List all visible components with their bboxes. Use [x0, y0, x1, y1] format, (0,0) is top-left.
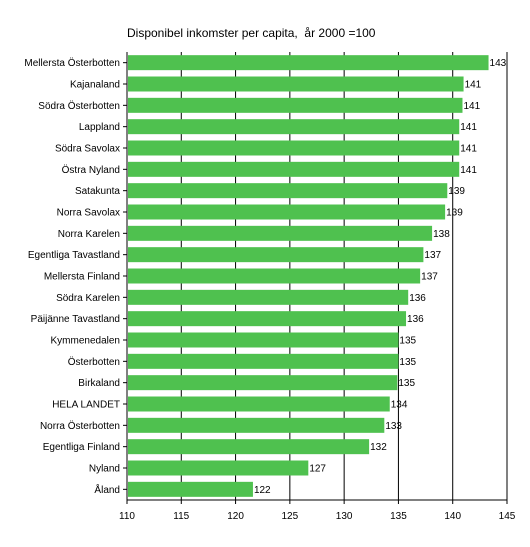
- category-label: Norra Österbotten: [40, 420, 120, 432]
- bar: [128, 481, 253, 497]
- value-label: 135: [398, 378, 415, 389]
- value-label: 133: [385, 421, 402, 432]
- bar: [128, 76, 464, 92]
- value-label: 137: [424, 250, 441, 261]
- bar: [128, 55, 489, 71]
- x-tick-label: 110: [119, 511, 135, 522]
- category-label: Satakunta: [75, 186, 120, 197]
- value-label: 139: [446, 208, 463, 219]
- category-labels: Mellersta Österbotten Kajanaland Södra Öst…: [24, 57, 120, 496]
- category-label: Åland: [94, 483, 120, 496]
- category-label: Mellersta Österbotten: [24, 57, 120, 69]
- bar: [128, 225, 433, 241]
- value-label: 135: [399, 357, 416, 368]
- bar: [128, 119, 460, 135]
- bar: [128, 311, 407, 327]
- category-label: Mellersta Finland: [44, 272, 120, 283]
- bar: [128, 140, 460, 156]
- value-label: 139: [448, 186, 465, 197]
- category-label: Södra Savolax: [55, 144, 120, 155]
- bar: [128, 161, 460, 177]
- value-label: 127: [309, 464, 326, 475]
- bar: [128, 353, 399, 369]
- category-label: Egentliga Tavastland: [28, 250, 120, 261]
- value-label: 136: [407, 314, 424, 325]
- bar: [128, 268, 421, 284]
- category-label: Nyland: [89, 464, 120, 475]
- bar: [128, 97, 463, 113]
- bars: [128, 55, 489, 497]
- value-label: 141: [463, 101, 480, 112]
- value-label: 135: [399, 336, 416, 347]
- value-label: 141: [460, 144, 477, 155]
- value-label: 134: [391, 400, 408, 411]
- bar: [128, 204, 446, 220]
- value-label: 122: [254, 485, 271, 496]
- category-label: Österbotten: [68, 356, 120, 368]
- category-label: HELA LANDET: [52, 400, 120, 411]
- value-label: 141: [460, 122, 477, 133]
- bar: [128, 439, 370, 455]
- bar: [128, 289, 409, 305]
- bar: [128, 460, 309, 476]
- value-labels: 143 141 141 141 141 141 139 139 138 137 137 136 136 1…: [254, 58, 507, 496]
- category-label: Södra Karelen: [56, 293, 120, 304]
- x-tick-label: 145: [499, 511, 516, 522]
- category-label: Södra Österbotten: [38, 100, 120, 112]
- value-label: 141: [460, 165, 477, 176]
- category-label: Kymmenedalen: [51, 336, 120, 347]
- x-tick-label: 135: [390, 511, 407, 522]
- category-label: Egentliga Finland: [43, 442, 120, 453]
- category-label: Kajanaland: [70, 80, 120, 91]
- category-label: Norra Karelen: [58, 229, 120, 240]
- value-label: 141: [465, 80, 482, 91]
- x-tick-label: 140: [444, 511, 461, 522]
- bar: [128, 396, 390, 412]
- x-axis: 110 115 120 125 130 135 140 145: [119, 52, 516, 522]
- bar: [128, 417, 385, 433]
- value-label: 138: [433, 229, 450, 240]
- value-label: 143: [490, 58, 507, 69]
- bar: [128, 375, 398, 391]
- category-label: Norra Savolax: [57, 208, 120, 219]
- category-label: Lappland: [79, 122, 120, 133]
- bar: [128, 183, 448, 199]
- category-label: Päijänne Tavastland: [31, 314, 120, 325]
- category-label: Birkaland: [78, 378, 120, 389]
- value-label: 132: [370, 442, 387, 453]
- value-label: 136: [409, 293, 426, 304]
- category-label: Östra Nyland: [62, 164, 120, 176]
- bar: [128, 247, 424, 263]
- x-tick-label: 115: [173, 511, 189, 522]
- value-label: 137: [421, 272, 438, 283]
- x-tick-label: 130: [336, 511, 353, 522]
- chart-title: Disponibel inkomster per capita, år 2000…: [127, 26, 376, 40]
- x-tick-label: 120: [227, 511, 244, 522]
- bar: [128, 332, 399, 348]
- x-tick-label: 125: [282, 511, 299, 522]
